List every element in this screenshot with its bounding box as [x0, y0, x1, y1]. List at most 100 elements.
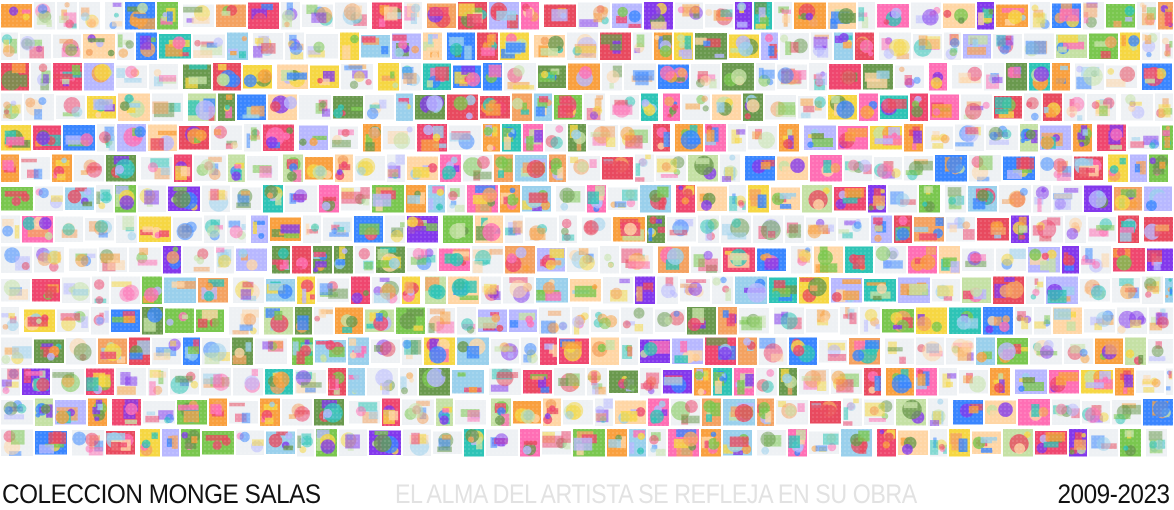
artwork-thumbnail: [608, 187, 638, 210]
artwork-thumbnail: [756, 63, 775, 91]
artwork-thumbnail: [554, 368, 585, 396]
artwork-thumbnail: [201, 368, 231, 396]
artwork-thumbnail: [489, 2, 519, 30]
artwork-thumbnail: [694, 368, 711, 396]
artwork-thumbnail: [1112, 278, 1140, 303]
artwork-thumbnail: [115, 185, 136, 213]
artwork-thumbnail: [757, 248, 786, 271]
artwork-thumbnail: [57, 2, 77, 30]
artwork-thumbnail: [559, 215, 577, 243]
artwork-thumbnail: [452, 370, 484, 394]
artwork-thumbnail: [568, 63, 600, 90]
tagline: EL ALMA DEL ARTISTA SE REFLEJA EN SU OBR…: [395, 479, 917, 509]
artwork-thumbnail: [88, 398, 107, 426]
artwork-thumbnail: [584, 93, 605, 121]
artwork-thumbnail: [953, 400, 983, 425]
artwork-thumbnail: [1087, 94, 1116, 121]
artwork-thumbnail: [253, 33, 283, 60]
artwork-thumbnail: [1084, 309, 1115, 333]
artwork-thumbnail: [1125, 337, 1146, 365]
artwork-thumbnail: [92, 276, 109, 304]
artwork-thumbnail: [624, 63, 656, 90]
artwork-thumbnail: [705, 4, 733, 28]
artwork-thumbnail: [194, 155, 226, 181]
artwork-thumbnail: [621, 307, 653, 334]
artwork-thumbnail: [85, 218, 114, 241]
artwork-thumbnail: [809, 431, 839, 454]
artwork-thumbnail: [1155, 93, 1173, 121]
artwork-thumbnail: [609, 370, 638, 393]
artwork-thumbnail: [871, 215, 892, 243]
artwork-thumbnail: [1137, 2, 1156, 30]
artwork-thumbnail: [159, 34, 191, 59]
artwork-thumbnail: [702, 398, 721, 426]
artwork-thumbnail: [72, 430, 104, 456]
artwork-thumbnail: [779, 124, 799, 152]
artwork-thumbnail: [705, 124, 726, 152]
artwork-thumbnail: [297, 429, 314, 457]
artwork-thumbnail: [946, 217, 975, 242]
artwork-thumbnail: [361, 35, 390, 58]
artwork-thumbnail: [91, 307, 109, 335]
artwork-thumbnail: [306, 34, 338, 59]
artwork-thumbnail: [543, 398, 561, 426]
artwork-thumbnail: [139, 216, 171, 242]
artwork-thumbnail: [705, 337, 736, 365]
artwork-thumbnail: [587, 368, 607, 396]
artwork-thumbnail: [607, 429, 627, 457]
artwork-thumbnail: [407, 248, 437, 272]
artwork-thumbnail: [428, 185, 445, 213]
artwork-thumbnail: [534, 93, 552, 121]
artwork-thumbnail: [1108, 154, 1128, 182]
artwork-thumbnail: [481, 276, 501, 304]
artwork-thumbnail: [419, 368, 450, 396]
artwork-thumbnail: [723, 247, 755, 272]
artwork-thumbnail: [537, 248, 565, 272]
artwork-thumbnail: [1146, 429, 1167, 457]
artwork-thumbnail: [515, 155, 547, 182]
artwork-thumbnail: [1143, 399, 1173, 426]
artwork-thumbnail: [916, 368, 937, 396]
artwork-thumbnail: [1084, 185, 1112, 212]
artwork-thumbnail: [959, 370, 988, 394]
artwork-thumbnail: [334, 246, 353, 274]
artwork-thumbnail: [213, 63, 241, 91]
artwork-thumbnail: [612, 3, 642, 28]
artwork-thumbnail: [263, 124, 294, 151]
artwork-thumbnail: [1, 4, 32, 28]
artwork-thumbnail: [600, 246, 619, 274]
artwork-thumbnail: [277, 64, 308, 89]
artwork-thumbnail: [229, 401, 258, 424]
artwork-thumbnail: [810, 401, 841, 424]
artwork-thumbnail: [1006, 63, 1027, 91]
artwork-thumbnail: [1, 125, 31, 151]
artwork-thumbnail: [1, 215, 20, 243]
artwork-thumbnail: [863, 64, 893, 90]
artwork-thumbnail: [196, 309, 224, 332]
artwork-thumbnail: [244, 124, 261, 152]
artwork-thumbnail: [427, 308, 455, 334]
artwork-thumbnail: [1095, 338, 1123, 364]
artwork-thumbnail: [333, 96, 363, 119]
artwork-thumbnail: [117, 124, 146, 152]
artwork-thumbnail: [753, 215, 783, 243]
artwork-thumbnail: [129, 337, 150, 365]
artwork-thumbnail: [467, 185, 498, 213]
artwork-thumbnail: [1081, 370, 1113, 394]
artwork-thumbnail: [754, 2, 772, 30]
artwork-thumbnail: [1053, 307, 1082, 334]
artwork-thumbnail: [983, 307, 1013, 335]
artwork-thumbnail: [439, 248, 470, 271]
artwork-thumbnail: [536, 278, 568, 303]
artwork-thumbnail: [1062, 246, 1079, 274]
artwork-thumbnail: [804, 125, 836, 150]
artwork-thumbnail: [423, 32, 442, 60]
artwork-thumbnail: [1120, 32, 1140, 60]
artwork-thumbnail: [138, 185, 166, 212]
artwork-thumbnail: [512, 93, 532, 121]
artwork-thumbnail: [635, 154, 654, 182]
artwork-thumbnail: [173, 217, 202, 241]
artwork-thumbnail: [509, 309, 537, 332]
artwork-thumbnail: [463, 155, 492, 182]
artwork-thumbnail: [1052, 63, 1070, 91]
